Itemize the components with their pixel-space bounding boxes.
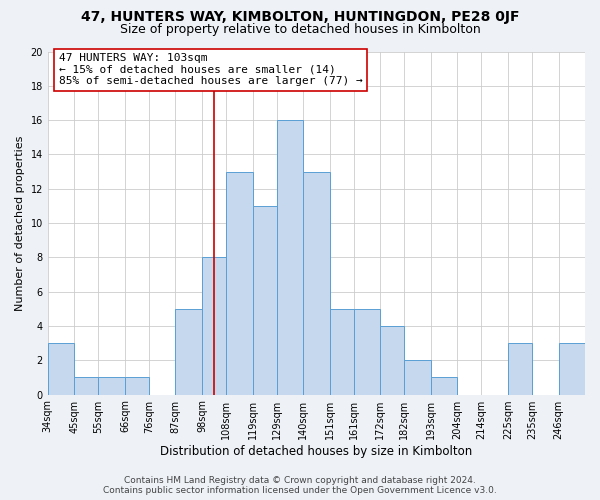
Bar	[329, 309, 354, 394]
Text: 47, HUNTERS WAY, KIMBOLTON, HUNTINGDON, PE28 0JF: 47, HUNTERS WAY, KIMBOLTON, HUNTINGDON, …	[81, 10, 519, 24]
Bar	[559, 343, 585, 394]
Bar	[380, 326, 404, 394]
Text: Contains HM Land Registry data © Crown copyright and database right 2024.
Contai: Contains HM Land Registry data © Crown c…	[103, 476, 497, 495]
Bar	[175, 309, 202, 394]
Text: 47 HUNTERS WAY: 103sqm
← 15% of detached houses are smaller (14)
85% of semi-det: 47 HUNTERS WAY: 103sqm ← 15% of detached…	[59, 53, 362, 86]
Y-axis label: Number of detached properties: Number of detached properties	[15, 136, 25, 310]
Bar	[431, 378, 457, 394]
Text: Size of property relative to detached houses in Kimbolton: Size of property relative to detached ho…	[119, 22, 481, 36]
Bar	[202, 258, 226, 394]
Bar	[125, 378, 149, 394]
Bar	[303, 172, 329, 394]
Bar	[74, 378, 98, 394]
Bar	[354, 309, 380, 394]
Bar	[508, 343, 532, 394]
X-axis label: Distribution of detached houses by size in Kimbolton: Distribution of detached houses by size …	[160, 444, 473, 458]
Bar	[48, 343, 74, 394]
Bar	[98, 378, 125, 394]
Bar	[226, 172, 253, 394]
Bar	[404, 360, 431, 394]
Bar	[277, 120, 303, 394]
Bar	[253, 206, 277, 394]
